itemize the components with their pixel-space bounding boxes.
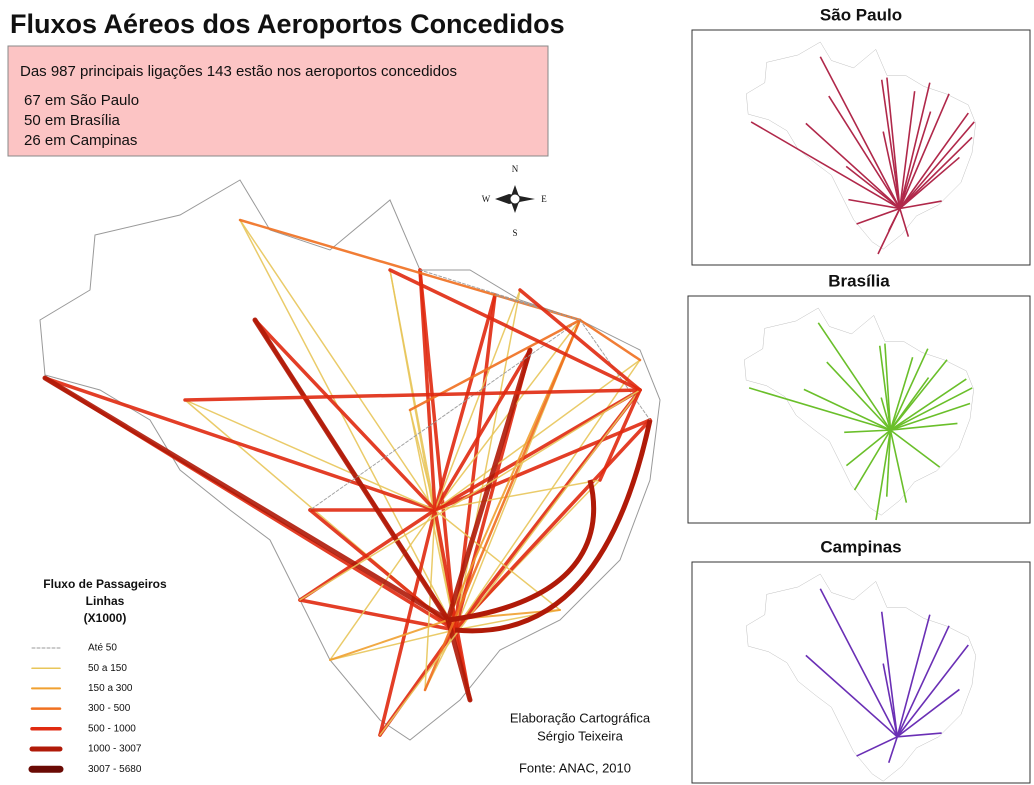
- inset-title: Campinas: [820, 537, 901, 556]
- legend-label: 3007 - 5680: [88, 764, 142, 775]
- credit: Elaboração Cartográfica: [510, 710, 651, 725]
- inset-title: São Paulo: [820, 5, 902, 24]
- compass-e: E: [541, 194, 547, 204]
- compass-n: N: [512, 164, 519, 174]
- legend-label: 500 - 1000: [88, 723, 136, 734]
- info-item: 26 em Campinas: [24, 132, 137, 149]
- credit: Sérgio Teixeira: [537, 728, 624, 743]
- legend-label: 50 a 150: [88, 663, 127, 674]
- legend-title: Linhas: [86, 594, 125, 608]
- legend-label: 300 - 500: [88, 703, 131, 714]
- page: Fluxos Aéreos dos Aeroportos Concedidos …: [0, 0, 1034, 785]
- source: Fonte: ANAC, 2010: [519, 760, 631, 775]
- info-item: 67 em São Paulo: [24, 92, 139, 109]
- compass-s: S: [512, 228, 517, 238]
- info-headline: Das 987 principais ligações 143 estão no…: [20, 63, 457, 80]
- info-item: 50 em Brasília: [24, 112, 121, 129]
- legend-label: 1000 - 3007: [88, 744, 142, 755]
- legend-title: Fluxo de Passageiros: [43, 577, 167, 591]
- compass-rose: N W E S: [482, 164, 548, 238]
- map-outline: [40, 180, 660, 740]
- map-title: Fluxos Aéreos dos Aeroportos Concedidos: [10, 9, 565, 39]
- insets: São Paulo Brasília Campinas: [688, 5, 1030, 783]
- legend-label: 150 a 300: [88, 683, 133, 694]
- legend-label: Até 50: [88, 643, 117, 654]
- legend-title: (X1000): [84, 611, 127, 625]
- compass-w: W: [482, 194, 491, 204]
- legend: Até 50 50 a 150 150 a 300 300 - 500 500 - 10…: [32, 643, 142, 775]
- inset-title: Brasília: [828, 271, 890, 290]
